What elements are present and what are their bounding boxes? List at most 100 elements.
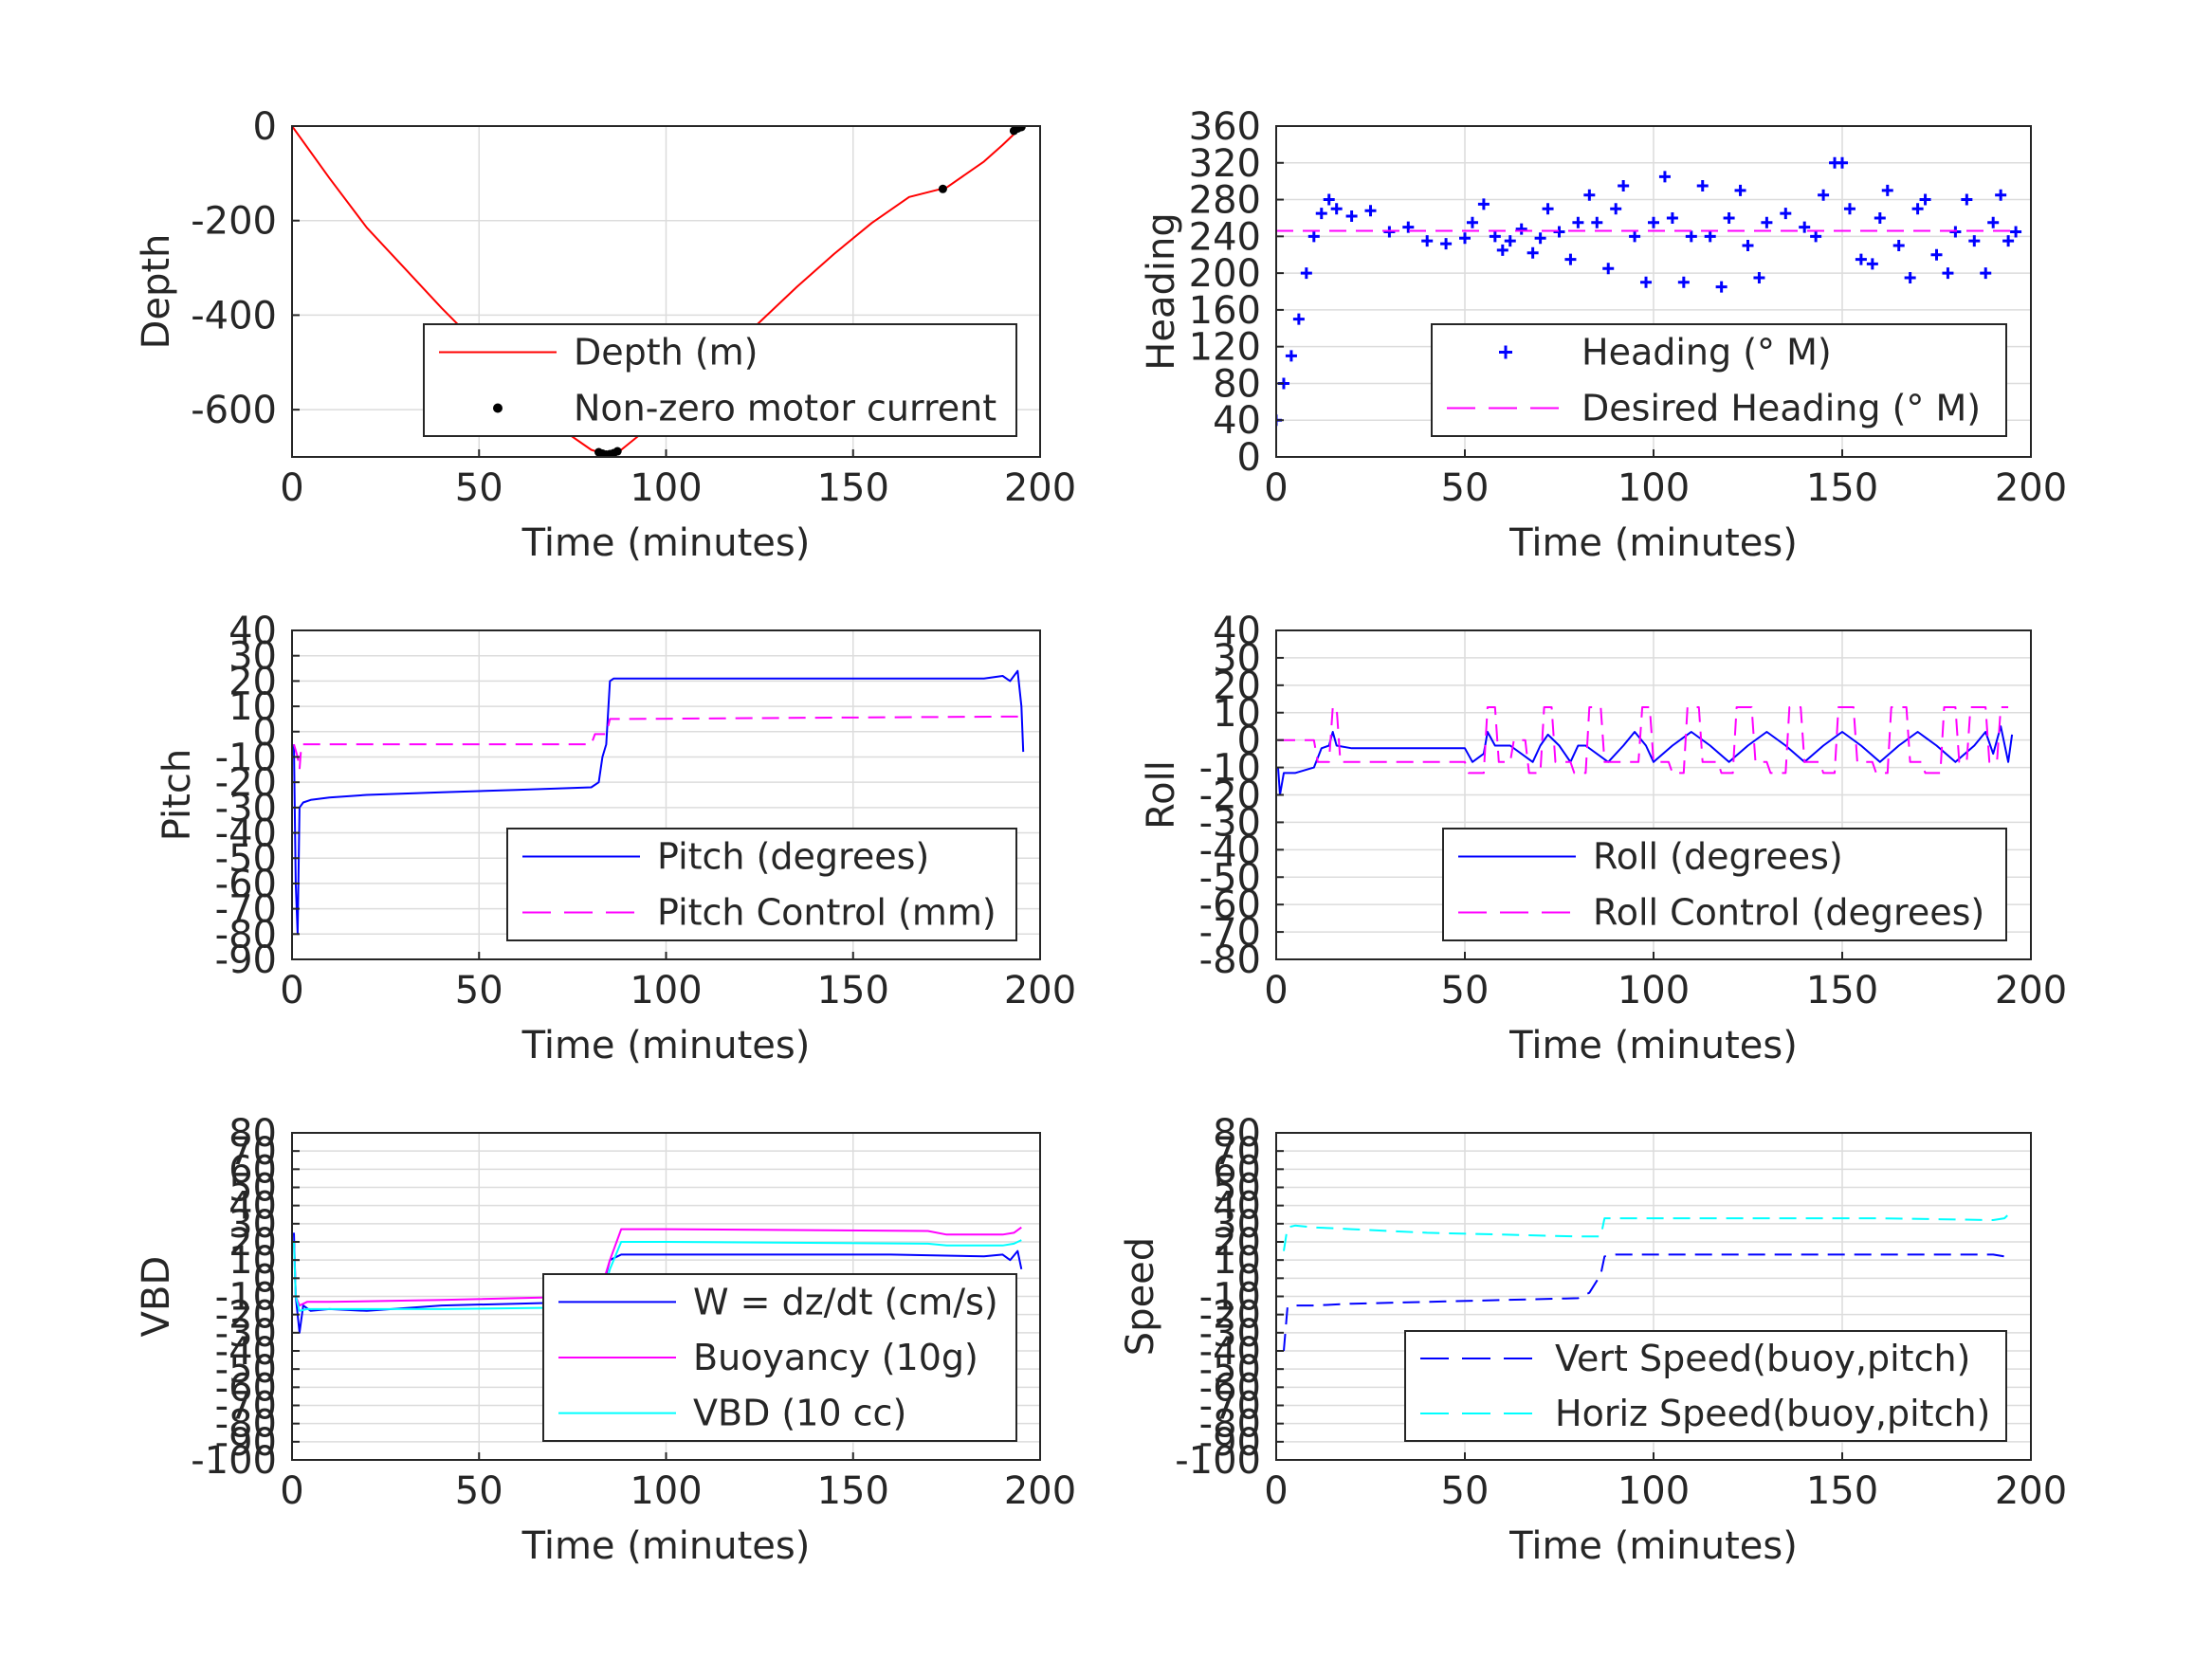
data-point: [1504, 235, 1516, 247]
legend-swatch: [1499, 345, 1512, 359]
x-tick-label: 0: [1264, 1469, 1288, 1513]
x-tick-label: 100: [630, 466, 702, 510]
y-tick-label: 10: [229, 685, 277, 729]
data-point: [1459, 232, 1471, 245]
y-tick-label: 40: [229, 1185, 277, 1229]
x-tick-label: 150: [1806, 466, 1878, 510]
y-axis-label: VBD: [135, 1256, 178, 1338]
y-tick-label: 20: [1213, 665, 1261, 708]
data-point: [1855, 253, 1867, 265]
y-tick-label: 20: [229, 1221, 277, 1265]
data-point: [1734, 184, 1746, 196]
legend-label: Roll Control (degrees): [1593, 892, 1984, 934]
series-roll-1: [1278, 706, 2009, 775]
x-tick-label: 150: [1806, 1469, 1878, 1513]
y-tick-label: -50: [1199, 856, 1261, 900]
series-line: [1283, 1249, 2009, 1352]
y-tick-label: 0: [1237, 1257, 1261, 1301]
data-point: [1696, 180, 1709, 192]
series-line: [1283, 1213, 2009, 1251]
data-point: [1980, 267, 1992, 280]
x-tick-label: 50: [455, 969, 503, 1012]
y-tick-label: -30: [1199, 1312, 1261, 1356]
y-tick-label: -100: [191, 1439, 277, 1483]
x-tick-label: 0: [1264, 969, 1288, 1012]
data-point: [1942, 267, 1954, 280]
data-point: [1515, 223, 1527, 235]
legend-label: Roll (degrees): [1593, 836, 1843, 878]
y-axis-label: Roll: [1140, 760, 1183, 830]
series-depth-1: [594, 126, 1026, 457]
data-point: [1843, 203, 1856, 215]
legend: Vert Speed(buoy,pitch) Horiz Speed(buoy,p…: [1404, 1330, 2007, 1442]
data-point: [1496, 244, 1508, 256]
y-tick-label: -60: [1199, 1366, 1261, 1410]
x-tick-label: 200: [1995, 969, 2067, 1012]
y-tick-label: 240: [1189, 215, 1261, 259]
data-point: [1799, 221, 1811, 233]
data-point: [1591, 216, 1603, 228]
data-point: [1526, 246, 1539, 259]
x-tick-label: 150: [817, 466, 889, 510]
y-tick-label: 0: [253, 711, 277, 755]
y-tick-label: -10: [215, 1276, 277, 1320]
y-tick-label: 360: [1189, 105, 1261, 149]
y-axis-label: Speed: [1119, 1237, 1162, 1356]
x-tick-label: 100: [1618, 969, 1690, 1012]
data-point: [1704, 230, 1716, 243]
x-tick-label: 100: [630, 1469, 702, 1513]
y-tick-label: 80: [1213, 1112, 1261, 1156]
y-tick-label: -70: [1199, 911, 1261, 955]
legend-swatch: [493, 403, 503, 413]
y-tick-label: 0: [253, 1257, 277, 1301]
data-point: [1610, 203, 1622, 215]
y-tick-label: -70: [215, 888, 277, 932]
y-tick-label: -60: [215, 1366, 277, 1410]
y-tick-label: -30: [215, 1312, 277, 1356]
y-tick-label: 80: [1213, 362, 1261, 406]
y-tick-label: -30: [215, 787, 277, 830]
data-point: [1780, 208, 1792, 220]
legend-label: Desired Heading (° M): [1581, 388, 1981, 429]
data-point: [1307, 230, 1320, 243]
legend-label: Depth (m): [574, 332, 759, 374]
data-point: [1761, 216, 1773, 228]
x-axis-label: Time (minutes): [521, 521, 811, 565]
data-point: [1911, 203, 1924, 215]
data-point: [1477, 198, 1490, 210]
legend-label: VBD (10 cc): [693, 1393, 906, 1434]
series-line: [293, 715, 1022, 771]
chart-pitch: 0 50 100 150 200-90-80-70-60-50-40-30-20-100…: [155, 610, 1076, 1067]
y-tick-label: -20: [1199, 1294, 1261, 1338]
y-tick-label: -10: [215, 736, 277, 779]
legend-label: Non-zero motor current: [574, 388, 996, 429]
x-tick-label: 200: [1004, 969, 1076, 1012]
y-axis-label: Depth: [135, 234, 178, 350]
y-axis-label: Pitch: [155, 749, 199, 841]
legend-box: [1404, 1330, 2007, 1442]
data-point: [1292, 313, 1305, 325]
legend-label: Pitch Control (mm): [657, 892, 996, 934]
y-tick-label: -80: [215, 1403, 277, 1447]
data-point: [1742, 240, 1754, 252]
y-tick-label: 10: [1213, 1239, 1261, 1283]
series-line: [293, 669, 1025, 936]
data-point: [2002, 235, 2015, 247]
y-tick-label: -20: [1199, 775, 1261, 818]
y-tick-label: -20: [215, 761, 277, 805]
x-tick-label: 100: [1618, 466, 1690, 510]
y-tick-label: -70: [1199, 1385, 1261, 1429]
y-tick-label: 120: [1189, 326, 1261, 370]
y-tick-label: -10: [1199, 1276, 1261, 1320]
y-tick-label: 40: [1213, 399, 1261, 443]
x-tick-label: 50: [455, 466, 503, 510]
series-pitch-0: [293, 669, 1025, 936]
y-tick-label: -40: [1199, 829, 1261, 872]
data-point: [1323, 193, 1335, 206]
data-point: [1572, 216, 1584, 228]
legend-label: W = dz/dt (cm/s): [693, 1281, 998, 1322]
x-tick-label: 200: [1004, 1469, 1076, 1513]
y-tick-label: -80: [215, 913, 277, 957]
data-point: [1330, 203, 1343, 215]
data-point: [1489, 230, 1501, 243]
